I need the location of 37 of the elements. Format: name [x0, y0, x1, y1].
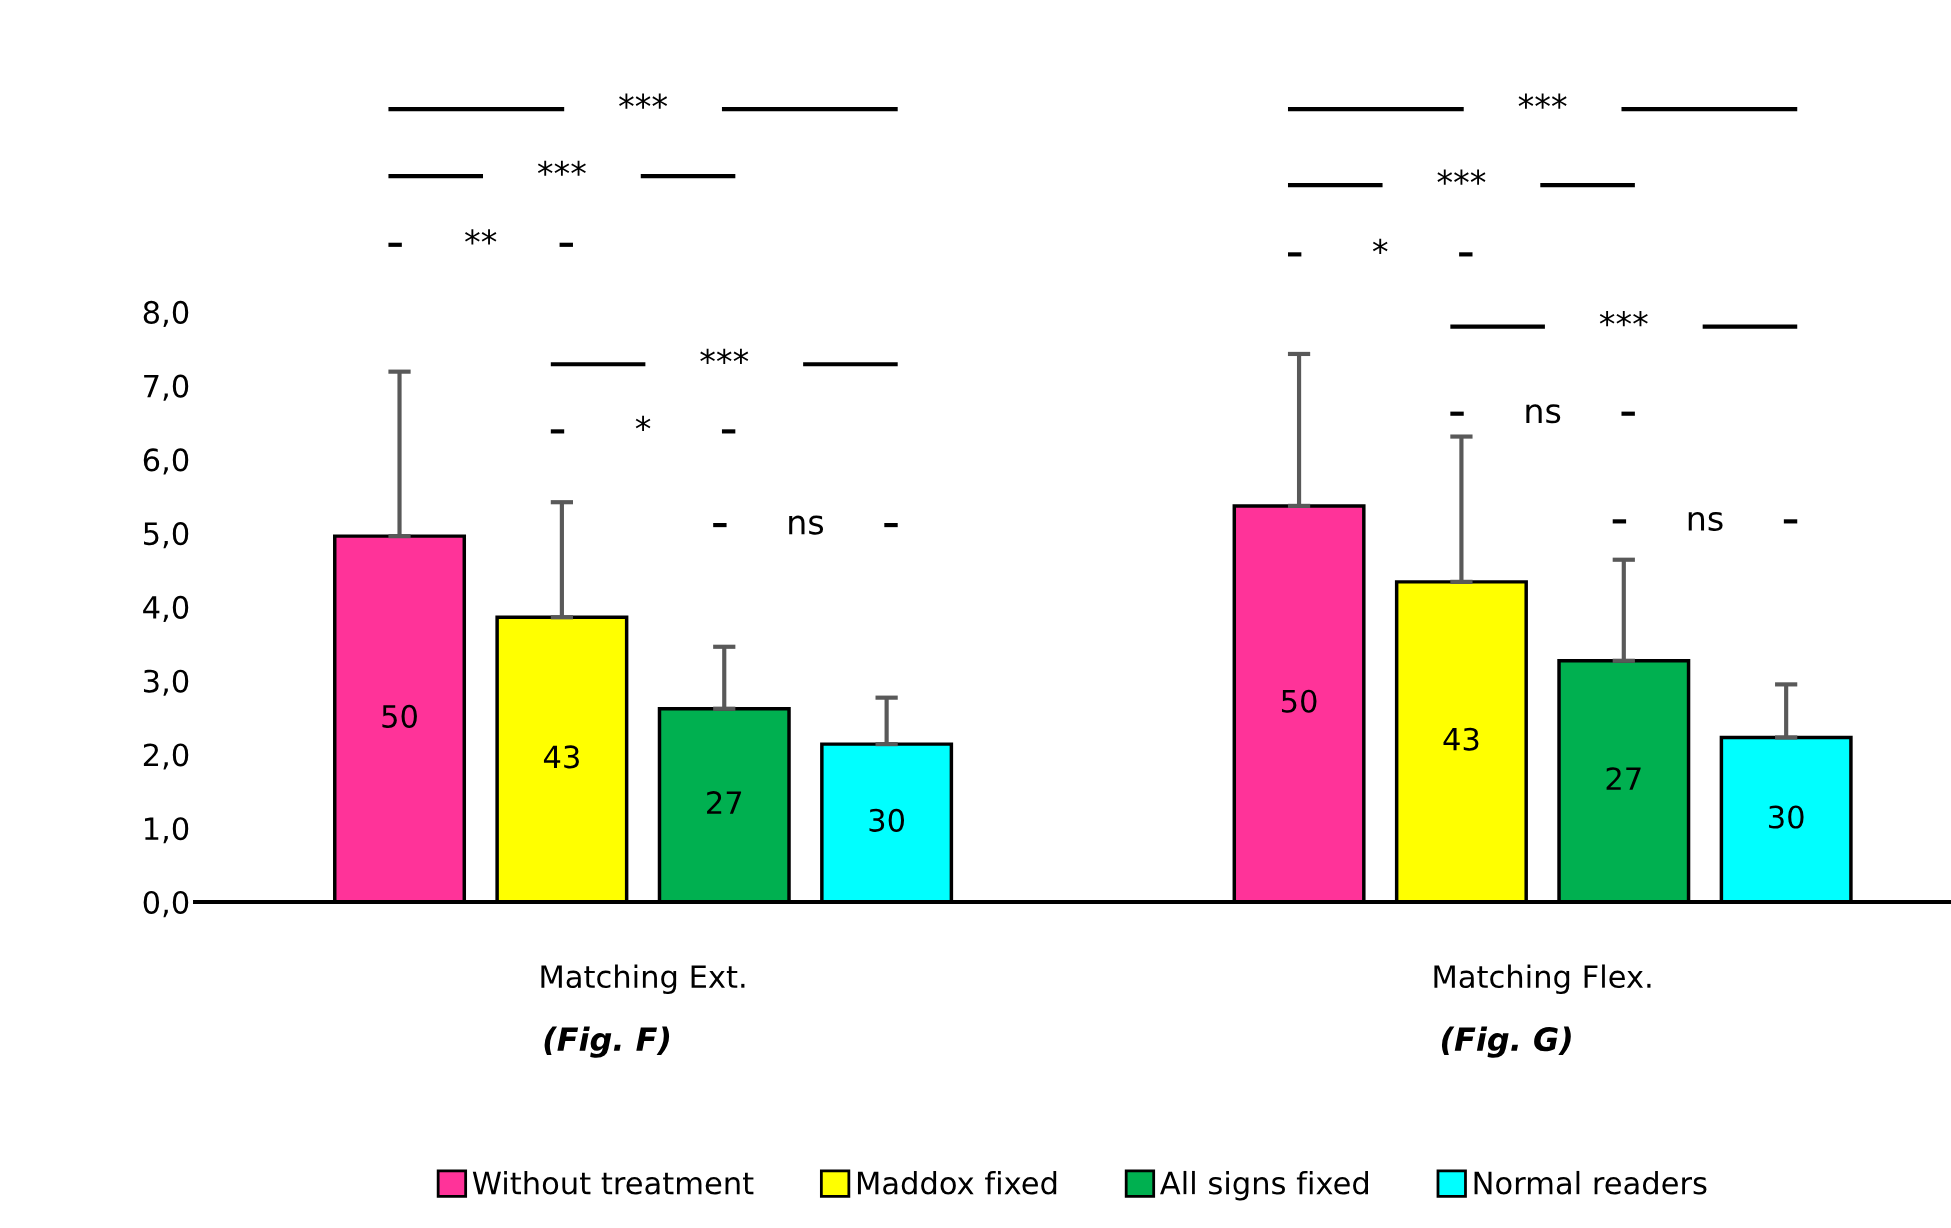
- y-tick-label: 7,0: [144, 374, 189, 401]
- annotation: 30: [869, 808, 905, 832]
- annotation: ***: [1599, 311, 1648, 327]
- annotation: 27: [1606, 767, 1641, 790]
- annotation: ns: [1526, 404, 1561, 424]
- x-tick-label: Matching Flex.: [1434, 964, 1651, 995]
- legend-label: Normal readers: [1474, 1170, 1707, 1195]
- y-tick-label: 1,0: [145, 817, 189, 844]
- legend-label: Maddox fixed: [857, 1170, 1057, 1195]
- annotation: 50: [382, 704, 417, 728]
- legend-label: Without treatment: [472, 1170, 754, 1195]
- annotation: ns: [789, 515, 824, 535]
- y-tick-label: 0,0: [143, 890, 189, 918]
- text: ***: [619, 93, 668, 109]
- annotation: *: [635, 415, 651, 432]
- y-tick-label: 3,0: [143, 669, 189, 696]
- annotation: ns: [1688, 511, 1723, 532]
- annotation: 43: [543, 745, 579, 769]
- text: ***: [1518, 93, 1567, 109]
- text: ***: [537, 160, 586, 176]
- y-tick-label: 6,0: [143, 448, 189, 475]
- annotation: 50: [1281, 689, 1317, 713]
- annotation: 43: [1443, 727, 1479, 751]
- text: (Fig. G): [1441, 1026, 1571, 1058]
- y-tick-label: 2,0: [143, 743, 189, 770]
- y-tick-label: 4,0: [143, 595, 189, 623]
- text: *: [1372, 238, 1388, 255]
- annotation: ***: [700, 348, 749, 364]
- legend-label: All signs fixed: [1160, 1170, 1368, 1201]
- y-tick-label: 8,0: [143, 300, 189, 328]
- annotation: 27: [707, 791, 742, 814]
- x-tick-label: Matching Ext.: [541, 964, 745, 995]
- text: ***: [1437, 169, 1486, 185]
- text: (Fig. F): [544, 1026, 670, 1058]
- text: **: [465, 229, 497, 245]
- annotation: 30: [1769, 805, 1804, 829]
- y-tick-label: 5,0: [144, 522, 189, 549]
